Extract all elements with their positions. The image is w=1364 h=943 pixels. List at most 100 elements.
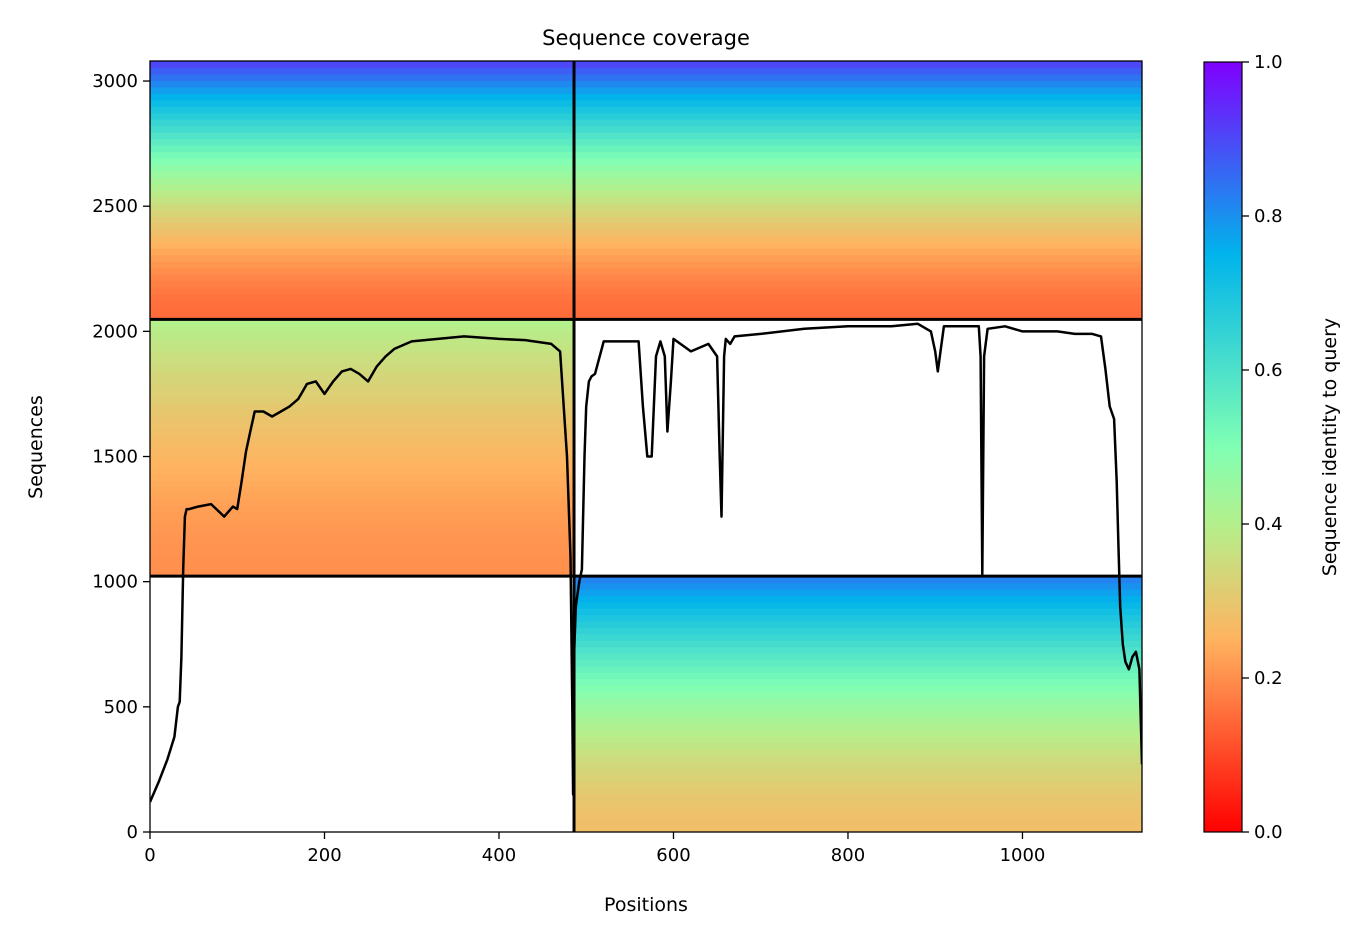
heat-band-paired (150, 93, 1142, 101)
heat-band-chain1-only (150, 499, 575, 507)
heat-band-paired (150, 209, 1142, 217)
heat-band-chain1-only (150, 389, 575, 397)
heat-band-chain2-only (574, 800, 1142, 808)
heat-band-chain1-only (150, 351, 575, 359)
heat-band-chain2-only (574, 697, 1142, 705)
y-tick-label: 1500 (92, 447, 138, 468)
colorbar (1203, 61, 1243, 833)
heat-band-chain2-only (574, 652, 1142, 660)
heat-band-chain2-only (574, 729, 1142, 737)
y-tick-label: 1000 (92, 572, 138, 593)
heat-band-chain2-only (574, 678, 1142, 686)
heat-band-paired (150, 112, 1142, 120)
colorbar-tick-label: 0.0 (1254, 822, 1283, 843)
heat-band-chain2-only (574, 716, 1142, 724)
heat-band-chain2-only (574, 774, 1142, 782)
heat-band-chain1-only (150, 434, 575, 442)
heat-band-chain1-only (150, 473, 575, 481)
heat-band-paired (150, 241, 1142, 249)
heat-band-chain2-only (574, 748, 1142, 756)
heat-band-chain1-only (150, 370, 575, 378)
y-tick-label: 0 (127, 822, 138, 843)
colorbar-label: Sequence identity to query (1319, 318, 1341, 576)
heat-band-chain2-only (574, 659, 1142, 667)
heat-band-chain1-only (150, 524, 575, 532)
heat-band-chain1-only (150, 563, 575, 571)
heat-band-chain1-only (150, 377, 575, 385)
heat-band-chain1-only (150, 537, 575, 545)
heat-band-chain2-only (574, 672, 1142, 680)
heat-band-chain2-only (574, 787, 1142, 795)
heat-band-chain1-only (150, 357, 575, 365)
heat-band-chain2-only (574, 780, 1142, 788)
heat-band-chain1-only (150, 364, 575, 372)
heat-band-paired (150, 228, 1142, 236)
heat-band-paired (150, 312, 1142, 320)
coverage-line (150, 322, 1142, 803)
heat-band-paired (150, 183, 1142, 191)
heat-band-chain1-only (150, 467, 575, 475)
heat-band-chain1-only (150, 479, 575, 487)
colorbar-tick-label: 0.8 (1254, 206, 1283, 227)
heat-band-chain2-only (574, 633, 1142, 641)
heat-band-chain2-only (574, 595, 1142, 603)
heat-band-chain1-only (150, 460, 575, 468)
heat-band-paired (150, 157, 1142, 165)
heat-band-chain1-only (150, 505, 575, 513)
heat-band-paired (150, 164, 1142, 172)
heat-band-paired (150, 125, 1142, 133)
x-tick-label: 800 (831, 845, 865, 866)
x-tick-label: 0 (144, 845, 155, 866)
heat-band-chain2-only (574, 793, 1142, 801)
heat-band-chain1-only (150, 402, 575, 410)
heat-band-chain1-only (150, 511, 575, 519)
x-axis-label: Positions (604, 894, 688, 916)
heat-band-chain2-only (574, 646, 1142, 654)
colorbar-tick-label: 0.4 (1254, 514, 1283, 535)
heat-band-paired (150, 144, 1142, 153)
heat-band-paired (150, 248, 1142, 256)
heat-band-paired (150, 80, 1142, 88)
heat-band-paired (150, 196, 1142, 204)
heat-band-chain1-only (150, 415, 575, 423)
heat-band-chain1-only (150, 569, 575, 577)
y-tick-label: 2500 (92, 196, 138, 217)
heat-band-chain1-only (150, 531, 575, 539)
heat-band-chain2-only (574, 704, 1142, 712)
heat-band-chain1-only (150, 518, 575, 526)
y-tick-label: 2000 (92, 321, 138, 342)
heat-band-paired (150, 86, 1142, 94)
heat-band-chain1-only (150, 422, 575, 430)
heat-band-paired (150, 293, 1142, 301)
heat-band-chain2-only (574, 576, 1142, 584)
heat-band-paired (150, 99, 1142, 107)
heatmap-layer (150, 61, 1142, 832)
heat-band-paired (150, 61, 1142, 69)
colorbar-tick-label: 0.6 (1254, 360, 1283, 381)
heat-band-paired (150, 138, 1142, 146)
heat-band-chain1-only (150, 556, 575, 564)
heat-band-chain1-only (150, 428, 575, 436)
heat-band-paired (150, 222, 1142, 230)
heat-band-chain1-only (150, 544, 575, 552)
heat-band-chain2-only (574, 755, 1142, 763)
heat-band-paired (150, 254, 1142, 262)
x-tick-label: 1000 (1000, 845, 1046, 866)
heat-band-chain1-only (150, 383, 575, 391)
heat-band-paired (150, 299, 1142, 308)
colorbar-tick-label: 0.2 (1254, 668, 1283, 689)
heat-band-chain2-only (574, 627, 1142, 635)
heat-band-paired (150, 235, 1142, 243)
heat-band-chain2-only (574, 588, 1142, 596)
heat-band-chain1-only (150, 441, 575, 449)
heat-band-chain2-only (574, 608, 1142, 616)
heat-band-chain1-only (150, 325, 575, 333)
heat-band-paired (150, 106, 1142, 114)
heat-band-chain2-only (574, 723, 1142, 731)
heat-band-paired (150, 261, 1142, 269)
heat-band-chain2-only (574, 684, 1142, 692)
heat-band-paired (150, 119, 1142, 127)
heat-band-paired (150, 280, 1142, 288)
heat-band-chain2-only (574, 601, 1142, 609)
